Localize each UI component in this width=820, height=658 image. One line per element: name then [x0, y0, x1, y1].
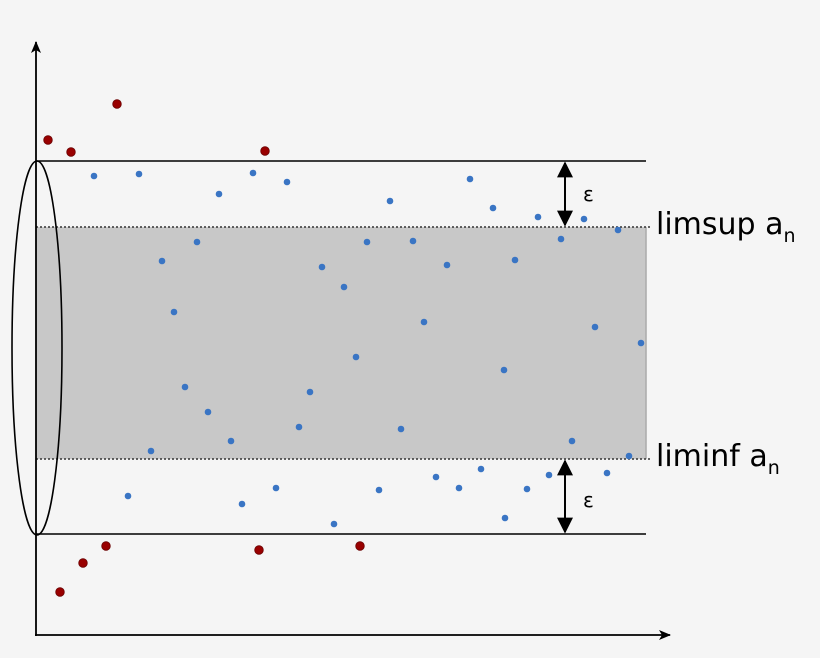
band [36, 227, 646, 459]
liminf-label: liminf an [656, 439, 780, 479]
label-text: liminf a [656, 439, 768, 474]
inner-points [90, 169, 645, 528]
label-subscript: n [784, 225, 796, 247]
epsilon-label: ε [583, 182, 594, 206]
limsup-label: limsup an [656, 207, 796, 247]
epsilon-label: ε [583, 488, 594, 512]
ellipse [11, 160, 63, 536]
outer-points [43, 99, 365, 597]
label-text: limsup a [656, 207, 784, 242]
label-subscript: n [768, 457, 780, 479]
